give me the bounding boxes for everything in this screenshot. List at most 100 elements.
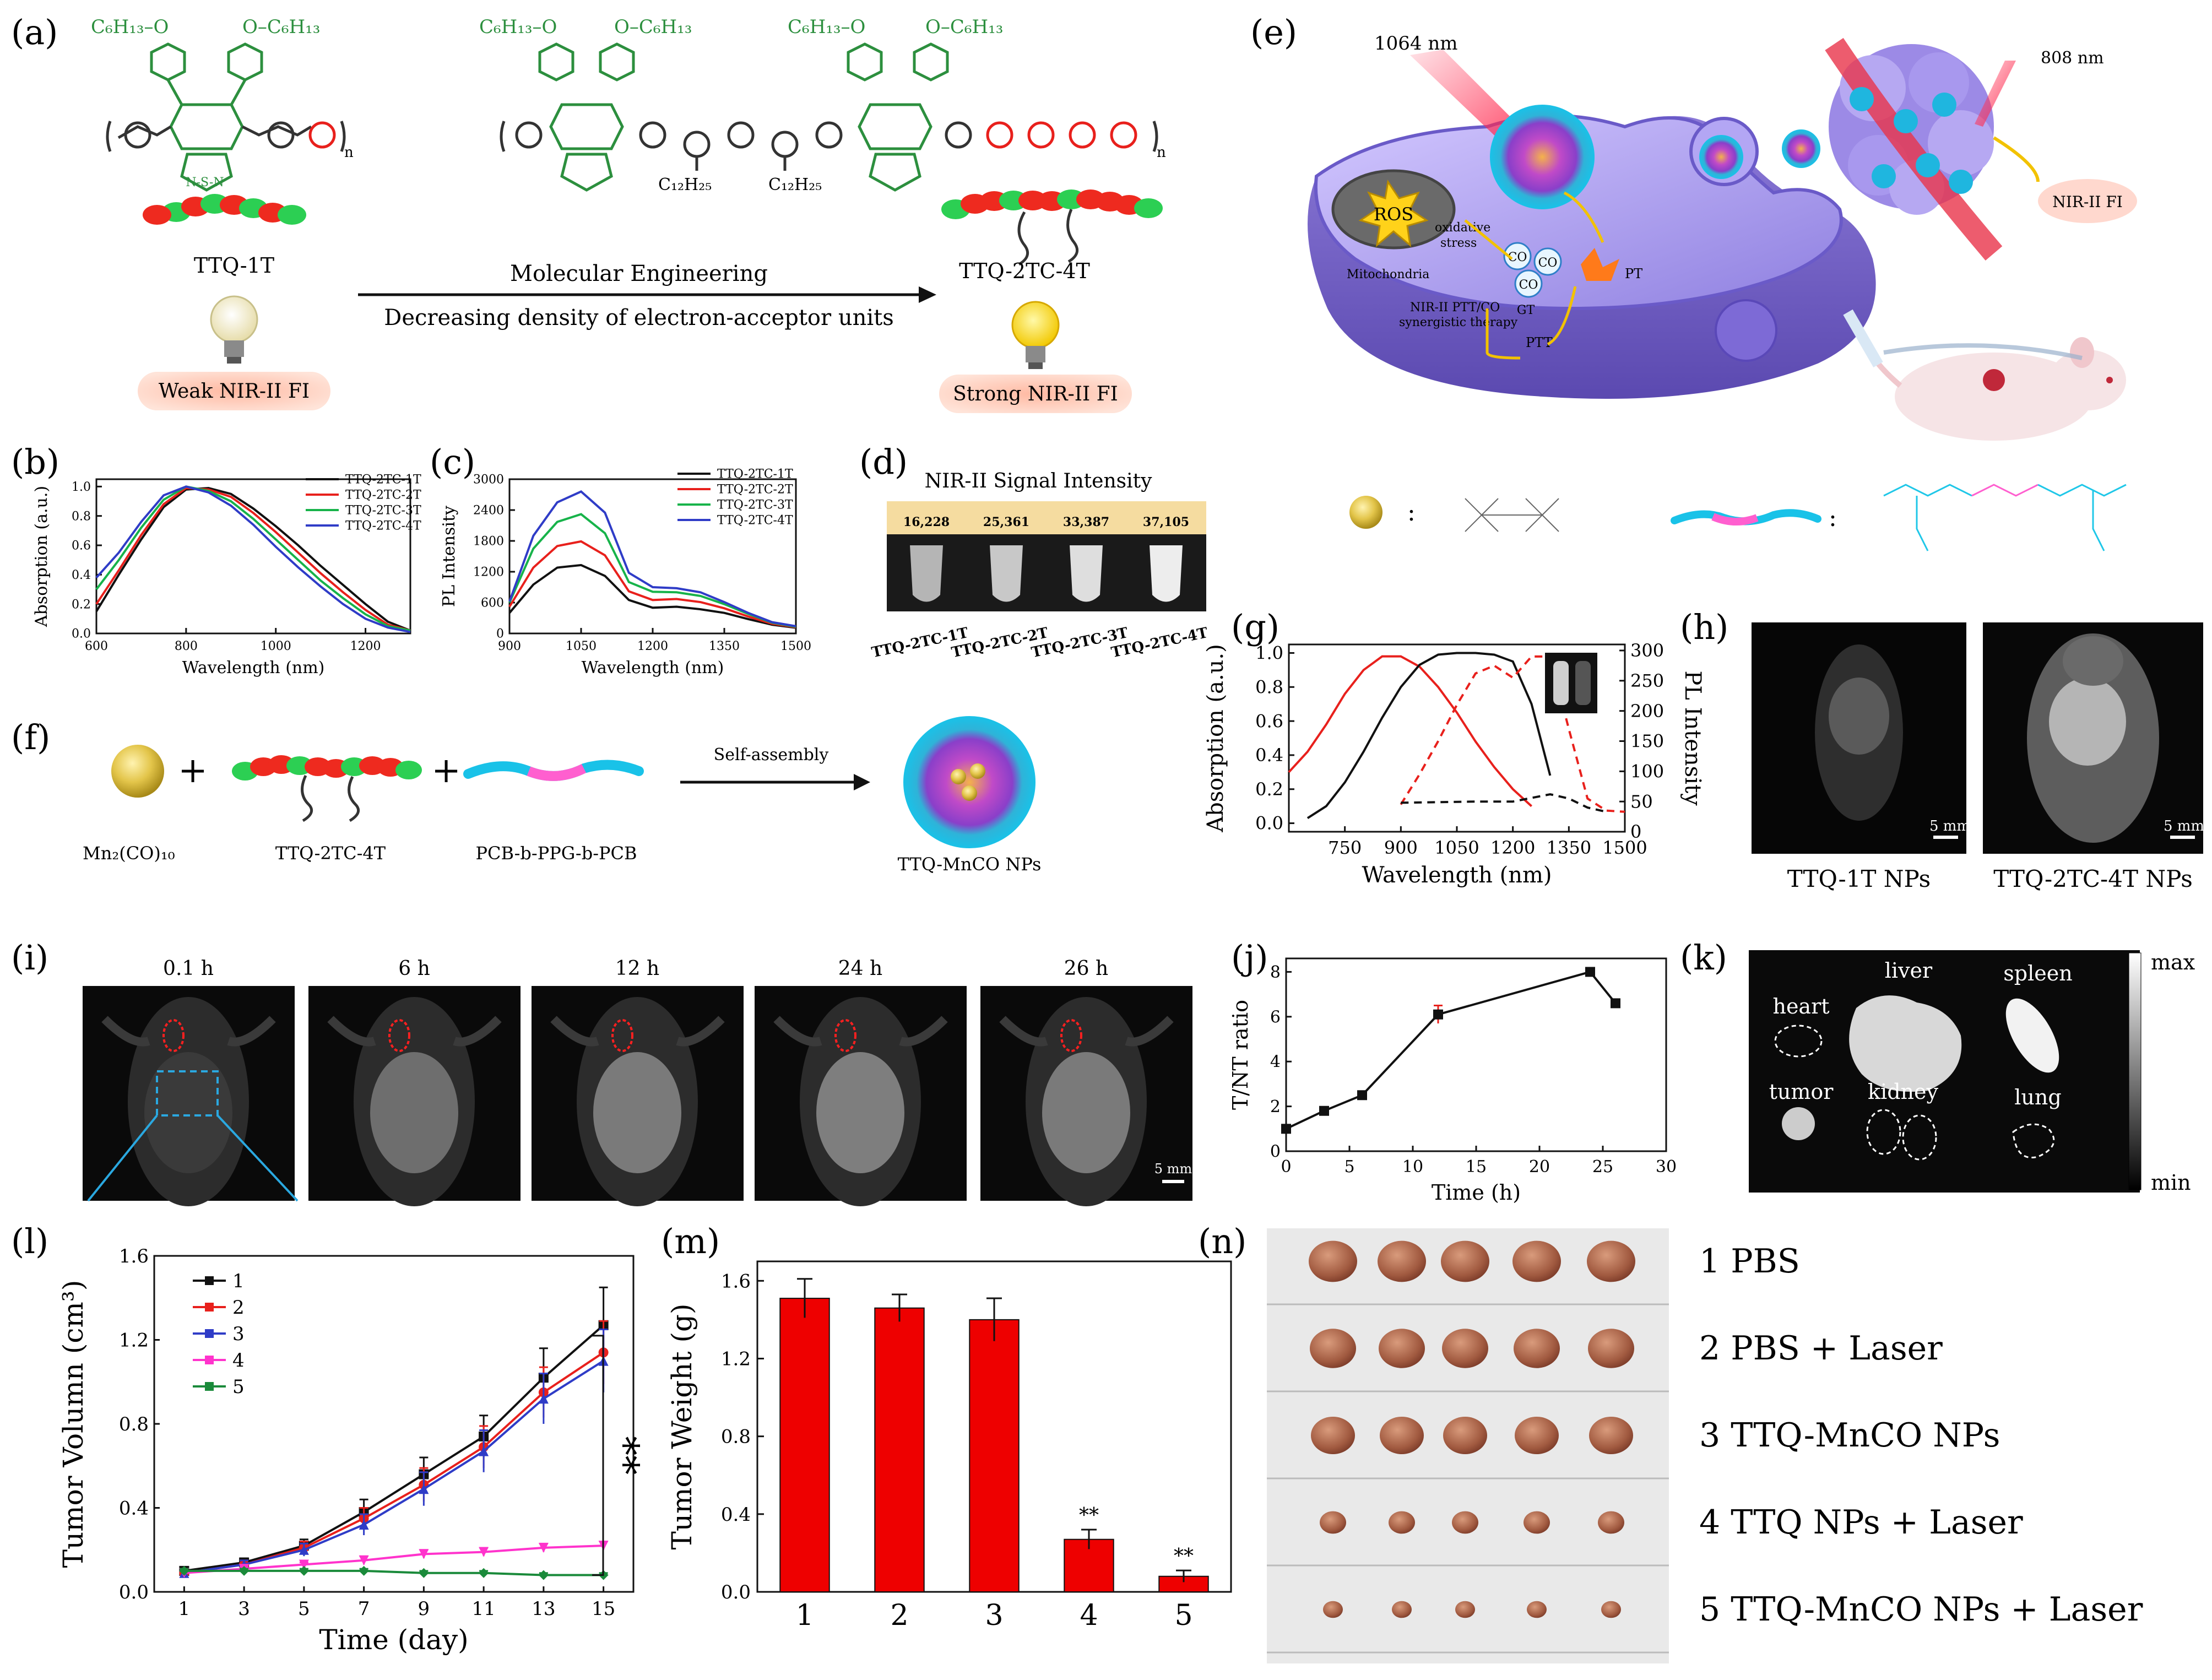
legend-marker	[205, 1303, 214, 1312]
x-tick-label: 5	[298, 1598, 310, 1620]
np-core	[951, 763, 985, 801]
substituent-left-a3: C₆H₁₃–O	[788, 16, 865, 38]
x-tick-label: 11	[471, 1598, 495, 1620]
y-tick-label: 0.8	[119, 1413, 149, 1435]
k-label-heart: heart	[1772, 994, 1829, 1018]
liver-glow	[144, 1052, 232, 1173]
legend-label-TTQ-2TC-2T: TTQ-2TC-2T	[717, 483, 793, 497]
y-tick-label: 0.8	[72, 510, 91, 523]
substituent-right-a3: O–C₆H₁₃	[925, 16, 1003, 38]
panel-f: (f) + + Self-assembly Mn₂(CO)	[11, 716, 1041, 875]
k-liver	[1849, 995, 1962, 1092]
substituent-left-a2: C₆H₁₃–O	[479, 16, 557, 38]
tumor-specimen	[1598, 1511, 1624, 1534]
group-label-1: 1 PBS	[1699, 1242, 1800, 1281]
panel-letter-i: (i)	[11, 937, 48, 978]
mouse-limbs	[327, 1016, 502, 1047]
ttq-mnco-np	[903, 716, 1035, 848]
arrow-bottom-label: Decreasing density of electron-acceptor …	[384, 305, 893, 330]
series-line-TTQ-2TC-3T	[95, 485, 411, 632]
panel-a: (a) C₆H₁₃–O O–C₆H₁₃ N-S-N n	[11, 12, 1166, 413]
k-lung	[2012, 1123, 2055, 1158]
micelle-large	[1490, 105, 1595, 209]
co-label-2: CO	[1538, 256, 1558, 270]
mito-label: Mitochondria	[1347, 268, 1429, 281]
legend-marker	[205, 1382, 214, 1391]
chart-m: 0.0 0.4 0.8 1.2 1.6 Tumor Weight (g) 1 2 3 4 ** 5 **	[666, 1260, 1232, 1632]
f-label-ttq: TTQ-2TC-4T	[275, 843, 386, 864]
h-label-1: TTQ-1T NPs	[1787, 865, 1931, 892]
signal-value-1: 25,361	[983, 515, 1029, 529]
liver-glow	[816, 1052, 904, 1173]
legend-label-TTQ-2TC-1T: TTQ-2TC-1T	[717, 468, 793, 481]
y-axis-label: Absorption (a.u.)	[32, 486, 51, 627]
tumor-specimen	[1380, 1417, 1424, 1454]
therapy-label-1: NIR-II PTT/CO	[1410, 301, 1500, 315]
y2-tick-label: 250	[1630, 670, 1664, 691]
weak-badge-label: Weak NIR-II FI	[159, 380, 310, 403]
panel-k: (k) heart liver spleen tumor kidney lung…	[1680, 937, 2195, 1195]
data-point	[538, 1570, 549, 1580]
y-axis-label: Absorption (a.u.)	[1203, 644, 1228, 833]
data-point	[1433, 1009, 1443, 1020]
laser-1064-label: 1064 nm	[1374, 32, 1457, 55]
tumor-specimen	[1452, 1511, 1478, 1534]
x-tick-label: 1200	[350, 640, 381, 653]
thiadiazole-n-a1: N-S-N	[186, 176, 224, 189]
y-tick-label: 0.6	[1255, 711, 1283, 731]
x-tick-label: 1200	[1490, 837, 1535, 858]
substituent-right-a1: O–C₆H₁₃	[242, 16, 320, 38]
y-tick-label: 0.0	[119, 1581, 149, 1603]
group-label-5: 5 TTQ-MnCO NPs + Laser	[1699, 1590, 2143, 1629]
data-point	[1611, 998, 1620, 1009]
tumor-cluster	[1825, 37, 2003, 261]
y-axis-label: T/NT ratio	[1228, 1000, 1253, 1110]
substituent-left-a1: C₆H₁₃–O	[91, 16, 169, 38]
data-point	[179, 1565, 189, 1576]
data-point	[419, 1484, 429, 1494]
x-tick-label: 15	[592, 1598, 615, 1620]
panel-letter-m: (m)	[661, 1221, 720, 1261]
data-point	[299, 1559, 309, 1570]
lysosome	[1715, 299, 1777, 362]
data-point	[359, 1555, 369, 1565]
y-tick-label: 2	[1270, 1097, 1281, 1117]
data-point	[359, 1520, 369, 1530]
k-heart	[1774, 1025, 1823, 1058]
panel-h: (h) 5 mm 5 mm TTQ-1T NPs TTQ-2TC-4T NPs	[1680, 607, 2204, 892]
x-axis-label: Time (h)	[1432, 1180, 1521, 1205]
bar-3	[969, 1319, 1020, 1592]
n-subscript-a1: n	[344, 144, 354, 161]
legend-label-3: 3	[232, 1323, 245, 1345]
bead-chain-left	[143, 194, 306, 225]
y-tick-label: 4	[1270, 1053, 1281, 1072]
signal-strip	[887, 501, 1206, 534]
group-label-2: 2 PBS + Laser	[1699, 1329, 1943, 1368]
cycle-arrows	[1464, 191, 1604, 360]
panel-e: (e) 1064 nm ROS Mitochondria oxidative s…	[1250, 12, 2137, 551]
category-label-1: 1	[795, 1599, 814, 1632]
liver-glow	[593, 1052, 681, 1173]
mouse-limbs	[550, 1016, 725, 1047]
micelle-small-1	[1699, 135, 1743, 179]
y-tick-label: 0.0	[1255, 813, 1283, 834]
legend-label-2: 2	[232, 1297, 245, 1319]
x-tick-label: 800	[175, 640, 198, 653]
inset-vial-1	[1553, 661, 1569, 705]
significance-label-4: **	[1079, 1504, 1099, 1527]
series-line-TTQ-2TC-2T	[508, 540, 796, 628]
x-axis-label: Wavelength (nm)	[182, 658, 325, 678]
tumor-specimen	[1392, 1601, 1412, 1618]
data-point	[1357, 1090, 1367, 1101]
nirfi-arrow	[1993, 136, 2040, 182]
pt-flame-icon	[1581, 248, 1619, 281]
i-scale-label: 5 mm	[1154, 1161, 1192, 1177]
tumor-specimen	[1320, 1511, 1346, 1534]
legend-marker	[205, 1276, 214, 1285]
y-tick-label: 0.4	[721, 1504, 751, 1526]
y-tick-label: 0.4	[1255, 745, 1283, 766]
y2-tick-label: 200	[1630, 701, 1664, 722]
x-tick-label: 9	[418, 1598, 430, 1620]
